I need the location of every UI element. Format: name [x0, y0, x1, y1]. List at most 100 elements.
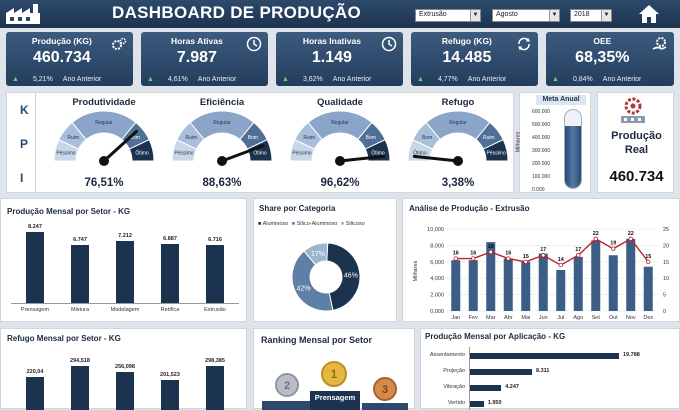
x-tick: Jul [557, 315, 564, 321]
legend-label: Aluminoso [262, 221, 289, 227]
kpi-card-horas-inativas: Horas Inativas 1.149 ▲ 3,62% Ano Anterior [276, 32, 403, 86]
bar [451, 260, 461, 311]
gauge-band-label: Péssimo [56, 150, 75, 156]
donut-slice [303, 242, 329, 266]
meta-ylabel: Milhares [515, 131, 522, 153]
medals-graphic: 2 1 3 [262, 361, 408, 410]
bar [161, 243, 179, 303]
bar [538, 253, 548, 311]
bar [26, 377, 44, 410]
kpi-footer: ▲ 4,77% Ano Anterior [417, 76, 507, 83]
legend-label: Silicoso [345, 221, 365, 227]
x-tick: Ago [573, 315, 583, 321]
chevron-down-icon: ▼ [470, 10, 480, 21]
bar [608, 255, 618, 311]
bar-value-label: 6.716 [208, 237, 222, 244]
meta-title: Meta Anual [536, 95, 586, 105]
gauge-band-label: Ruim [67, 135, 79, 141]
line-point [611, 246, 616, 251]
hbar-category-label: Vibração [443, 384, 465, 390]
chevron-down-icon: ▼ [549, 10, 559, 21]
kpi-label: Horas Inativas [302, 36, 361, 46]
gauge-value: 88,63% [202, 177, 242, 189]
combo-chart: 10,000 25 8,000 20 6,000 15 4,000 10 2,000 5 0,000… [413, 227, 669, 321]
gauge-band-label: Regular [95, 120, 113, 126]
hbar-category-label: Projeção [443, 368, 465, 374]
kpi-value: 14.485 [442, 49, 492, 66]
divider [35, 93, 36, 193]
ranking-panel: Ranking Mensal por Setor 2 1 3 Prensagem [253, 328, 415, 410]
x-tick: Nov [626, 315, 636, 321]
bar [643, 266, 653, 311]
share-categoria-panel: Share por Categoria ■ Aluminoso ■ Silico… [253, 198, 397, 322]
x-tick: Abr [504, 315, 513, 321]
gauge-title: Produtividade [72, 97, 136, 108]
hbar-value-label: 8.311 [536, 368, 550, 374]
home-icon[interactable] [638, 3, 660, 25]
line-value-label: 16 [470, 251, 476, 257]
gauge-band-label: Ruim [483, 135, 495, 141]
gauge-title: Refugo [441, 97, 475, 108]
line-value-label: 17 [540, 247, 546, 253]
series-line [455, 237, 649, 266]
line-value-label: 16 [453, 251, 459, 257]
kpi-footer: ▲ 4,61% Ano Anterior [147, 76, 237, 83]
bar [626, 238, 636, 311]
y-tick-right: 15 [663, 260, 669, 266]
gauge-needle [338, 154, 386, 163]
x-tick: Dez [643, 315, 653, 321]
svg-text:2: 2 [284, 380, 290, 392]
meta-tick: 600.000 [532, 109, 551, 115]
panel-title: Refugo Mensal por Setor - KG [7, 334, 121, 343]
legend-swatch: ■ [258, 221, 262, 227]
ranking-first: Prensagem [310, 391, 360, 410]
sector-select[interactable]: Extrusão ▼ [415, 9, 481, 22]
bar [71, 366, 89, 410]
bar [556, 270, 566, 311]
x-tick: Set [592, 315, 601, 321]
clock-icon [381, 36, 397, 52]
meta-tick: 200.000 [532, 161, 551, 167]
bar-value-label: 294,518 [70, 358, 90, 365]
kpi-letter: P [20, 137, 29, 151]
kpi-value: 68,35% [575, 49, 630, 66]
pie-legend: ■ Aluminoso ■ Silico-Aluminoso ■ Silicos… [258, 221, 398, 227]
gauge-pivot [335, 156, 345, 166]
line-value-label: 22 [593, 231, 599, 237]
gauge-band-label: Ótimo [413, 149, 427, 156]
factory-icon [6, 4, 40, 24]
gauge-band-label: Ótimo [371, 149, 385, 156]
line-point [628, 236, 633, 242]
kpi-footer: ▲ 5,21% Ano Anterior [12, 76, 102, 83]
page-title: DASHBOARD DE PRODUÇÃO [112, 3, 362, 22]
kpi-value: 7.987 [176, 49, 217, 66]
x-tick: Mar [486, 315, 496, 321]
silver-medal-icon: 2 [275, 373, 299, 397]
gauge-pivot [217, 156, 227, 166]
y-tick-left: 2,000 [430, 293, 444, 299]
month-select[interactable]: Agosto ▼ [492, 9, 560, 22]
kpi-value: 1.149 [311, 49, 352, 66]
meta-thermometer [564, 109, 582, 189]
legend-label: Silico-Aluminoso [296, 221, 338, 227]
recycle-icon [518, 37, 530, 51]
clock-icon [246, 36, 262, 52]
line-value-label: 14 [558, 257, 565, 263]
panel-title: Share por Categoria [259, 204, 336, 213]
year-select[interactable]: 2018 ▼ [570, 9, 612, 22]
gauge-pivot [99, 156, 109, 166]
horizontal-bar-chart: Assentamento 19.788 Projeção 8.311 Vibração 4… [421, 329, 680, 410]
bar-value-label: 298,385 [205, 357, 225, 364]
bar-value-label: 201,523 [160, 372, 180, 379]
gauge-title: Qualidade [317, 97, 363, 108]
hbar-category-label: Assentamento [429, 352, 465, 358]
donut-label: 46% [344, 273, 358, 280]
meta-anual-panel: Meta Anual Milhares 600.000 500.000 400.… [515, 92, 591, 193]
y-axis-label: Milhares [413, 260, 419, 281]
factory-gear-icon [621, 97, 645, 123]
legend-swatch: ■ [291, 221, 296, 227]
arrow-up-icon: ▲ [417, 76, 424, 83]
bar [206, 245, 224, 303]
gauge-band [128, 139, 155, 162]
bar [161, 380, 179, 410]
